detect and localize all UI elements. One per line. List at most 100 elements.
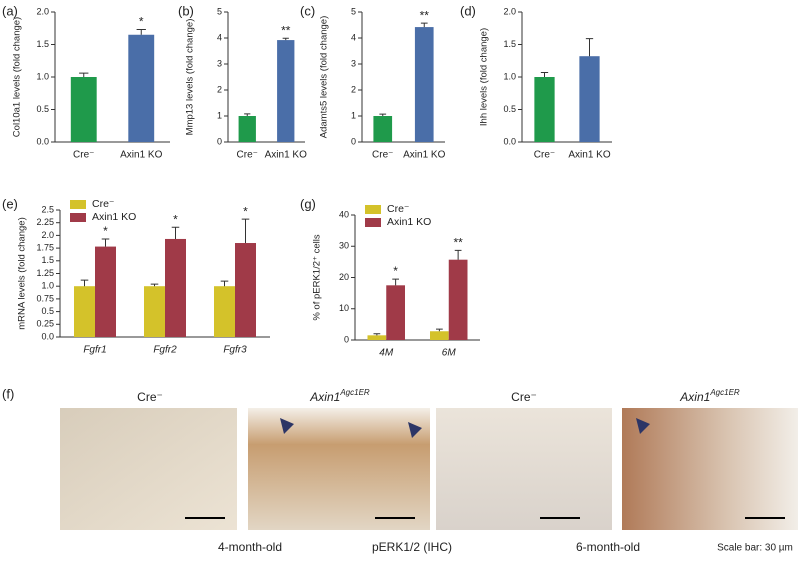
legend-swatch <box>365 205 381 214</box>
x-tick-label: 6M <box>442 348 457 359</box>
y-tick-label: 1.0 <box>41 281 54 291</box>
error-bar <box>136 29 146 35</box>
bar <box>277 40 295 142</box>
bar <box>373 116 393 142</box>
y-tick-label: 2.0 <box>36 6 49 16</box>
x-tick-label: Axin1 KO <box>120 150 162 161</box>
error-bar <box>101 238 110 247</box>
header-text: Cre⁻ <box>511 390 537 404</box>
x-tick-label: Axin1 KO <box>265 150 307 161</box>
y-tick-label: 3 <box>217 58 222 68</box>
legend-swatch <box>70 200 86 209</box>
panel-label: (d) <box>460 3 476 18</box>
y-tick-label: 20 <box>339 272 349 282</box>
y-tick-label: 0.5 <box>41 306 54 316</box>
bar <box>386 285 405 340</box>
legend-swatch <box>70 213 86 222</box>
bar <box>430 331 449 340</box>
y-tick-label: 1.0 <box>503 71 516 81</box>
micrograph <box>436 408 612 530</box>
micrograph <box>60 408 237 530</box>
x-tick-label: Axin1 KO <box>568 150 610 161</box>
y-axis-label: mRNA levels (fold change) <box>17 217 28 329</box>
bar <box>238 116 256 142</box>
y-tick-label: 4 <box>351 32 356 42</box>
bar <box>70 77 97 142</box>
significance: * <box>173 212 178 226</box>
legend-label: Cre⁻ <box>387 203 410 215</box>
image-header: Axin1Agc1ER <box>679 388 740 404</box>
error-bar <box>79 72 89 77</box>
y-axis-label: Ihh levels (fold change) <box>479 28 490 126</box>
error-bar <box>454 249 462 260</box>
bar <box>414 27 434 142</box>
bar <box>144 286 165 337</box>
y-tick-label: 1.5 <box>41 255 54 265</box>
y-tick-label: 4 <box>217 32 222 42</box>
micrographs <box>60 408 798 530</box>
image-header: Cre⁻ <box>511 390 537 404</box>
error-bar <box>150 283 159 287</box>
y-tick-label: 1.25 <box>36 268 54 278</box>
y-tick-label: 2.0 <box>503 6 516 16</box>
y-tick-label: 0 <box>344 334 349 344</box>
header-text: Cre⁻ <box>137 390 163 404</box>
legend-label: Axin1 KO <box>92 211 136 223</box>
bar <box>235 243 256 337</box>
significance: * <box>393 264 398 278</box>
error-bar <box>379 113 387 116</box>
bar <box>367 335 387 340</box>
caption: pERK1/2 (IHC) <box>372 540 452 554</box>
x-tick-label: Fgfr2 <box>153 345 177 356</box>
y-tick-label: 2.25 <box>36 217 54 227</box>
bar <box>128 34 155 142</box>
legend-label: Cre⁻ <box>92 198 115 210</box>
y-tick-label: 3 <box>351 58 356 68</box>
x-tick-label: 4M <box>379 348 394 359</box>
panel-label: (c) <box>300 3 315 18</box>
y-tick-label: 0.5 <box>36 104 49 114</box>
y-axis-label: Adamts5 levels (fold change) <box>319 16 330 139</box>
bar <box>74 286 95 337</box>
y-tick-label: 1.0 <box>36 71 49 81</box>
header-superscript: Agc1ER <box>709 388 740 397</box>
significance: ** <box>420 8 430 22</box>
legend-label: Axin1 KO <box>387 216 431 228</box>
y-tick-label: 0.0 <box>36 136 49 146</box>
x-tick-label: Axin1 KO <box>403 150 445 161</box>
error-bar <box>241 218 250 244</box>
header-superscript: Agc1ER <box>339 388 370 397</box>
significance: * <box>103 224 108 238</box>
error-bar <box>420 22 428 28</box>
y-tick-label: 0.0 <box>503 136 516 146</box>
y-tick-label: 2 <box>351 84 356 94</box>
y-tick-label: 40 <box>339 209 349 219</box>
y-tick-label: 1 <box>351 110 356 120</box>
caption: 4-month-old <box>218 540 282 554</box>
error-bar <box>244 113 251 116</box>
y-tick-label: 5 <box>351 6 356 16</box>
y-tick-label: 1 <box>217 110 222 120</box>
y-tick-label: 5 <box>217 6 222 16</box>
bar <box>534 77 555 142</box>
y-tick-label: 1.5 <box>503 39 516 49</box>
y-tick-label: 2.5 <box>41 204 54 214</box>
error-bar <box>436 328 443 332</box>
bar <box>214 286 235 337</box>
significance: * <box>139 15 144 29</box>
y-axis-label: % of pERK1/2⁺ cells <box>312 234 323 321</box>
micrograph <box>622 408 798 530</box>
panel-label: (g) <box>300 196 316 211</box>
x-tick-label: Fgfr3 <box>223 345 247 356</box>
legend-swatch <box>365 218 381 227</box>
error-bar <box>171 226 180 239</box>
image-header: Axin1Agc1ER <box>309 388 370 404</box>
error-bar <box>80 279 89 287</box>
y-axis-label: Mmp13 levels (fold change) <box>185 19 196 136</box>
x-tick-label: Cre⁻ <box>372 150 393 161</box>
caption: 6-month-old <box>576 540 640 554</box>
x-tick-label: Cre⁻ <box>237 150 258 161</box>
micrograph <box>248 408 430 530</box>
header-text: Axin1 <box>309 390 340 404</box>
